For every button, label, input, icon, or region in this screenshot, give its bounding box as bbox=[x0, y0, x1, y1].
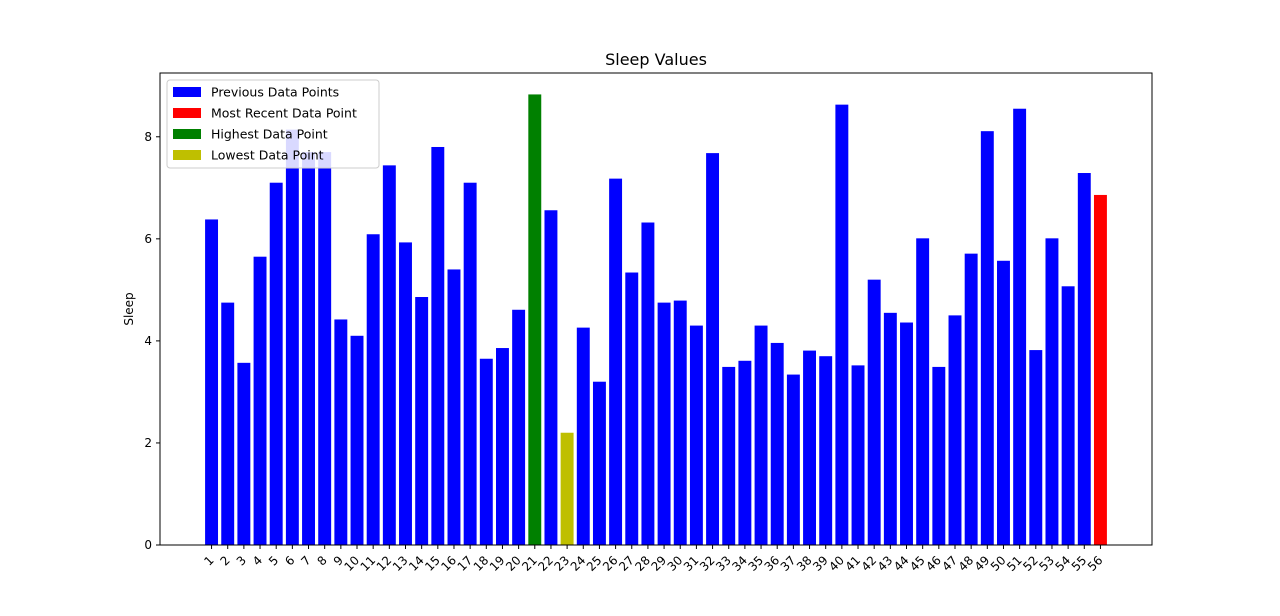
legend-swatch-recent bbox=[173, 108, 201, 118]
bar-52 bbox=[1029, 350, 1043, 545]
bar-1 bbox=[205, 219, 219, 545]
bar-4 bbox=[253, 256, 267, 545]
bar-28 bbox=[641, 222, 655, 545]
legend-label-previous: Previous Data Points bbox=[211, 85, 339, 100]
bar-29 bbox=[657, 302, 671, 545]
bar-12 bbox=[382, 165, 396, 546]
bar-23 bbox=[560, 432, 574, 545]
legend-label-lowest: Lowest Data Point bbox=[211, 148, 324, 163]
bar-17 bbox=[463, 182, 477, 545]
y-tick-label: 8 bbox=[144, 130, 152, 144]
bar-19 bbox=[496, 348, 509, 545]
bar-16 bbox=[447, 269, 461, 545]
bar-15 bbox=[431, 146, 445, 546]
bar-44 bbox=[900, 322, 913, 545]
legend-label-highest: Highest Data Point bbox=[211, 127, 328, 142]
bar-11 bbox=[366, 234, 380, 545]
bar-55 bbox=[1077, 173, 1091, 545]
plot-frame bbox=[159, 72, 1153, 546]
y-tick-label: 0 bbox=[144, 538, 152, 552]
chart-title: Sleep Values bbox=[605, 50, 707, 69]
y-tick-label: 6 bbox=[144, 232, 152, 246]
bar-2 bbox=[221, 302, 235, 545]
bar-21 bbox=[528, 94, 542, 546]
bar-50 bbox=[997, 260, 1010, 545]
bar-42 bbox=[867, 279, 881, 545]
bar-26 bbox=[609, 178, 623, 545]
legend-swatch-lowest bbox=[173, 150, 201, 160]
bar-32 bbox=[706, 153, 720, 546]
legend-swatch-highest bbox=[173, 129, 201, 139]
bar-18 bbox=[479, 358, 493, 545]
bar-54 bbox=[1061, 286, 1075, 545]
bar-45 bbox=[916, 238, 930, 545]
bar-48 bbox=[964, 253, 978, 545]
bar-36 bbox=[770, 342, 784, 545]
y-tick-label: 4 bbox=[144, 334, 152, 348]
bar-37 bbox=[786, 374, 800, 545]
bar-38 bbox=[803, 350, 816, 545]
y-tick-label: 2 bbox=[144, 436, 152, 450]
bar-24 bbox=[576, 327, 590, 545]
bar-43 bbox=[883, 312, 897, 545]
y-axis-label: Sleep bbox=[122, 292, 136, 325]
bar-34 bbox=[738, 360, 752, 545]
legend: Previous Data Points Most Recent Data Poi… bbox=[166, 79, 380, 169]
bar-49 bbox=[980, 131, 994, 546]
legend-swatch-previous bbox=[173, 87, 201, 97]
bar-25 bbox=[592, 381, 606, 545]
bar-6 bbox=[285, 129, 299, 545]
bars-layer bbox=[205, 94, 1107, 546]
bar-40 bbox=[835, 104, 849, 545]
bar-5 bbox=[269, 182, 283, 545]
bar-41 bbox=[851, 365, 865, 545]
bar-31 bbox=[689, 325, 703, 545]
bar-56 bbox=[1093, 194, 1107, 545]
bar-35 bbox=[754, 325, 768, 545]
bar-3 bbox=[237, 362, 251, 545]
bar-30 bbox=[673, 300, 687, 545]
bar-46 bbox=[932, 366, 946, 545]
bar-10 bbox=[350, 335, 364, 545]
bar-14 bbox=[415, 297, 429, 545]
bar-20 bbox=[512, 309, 526, 545]
bar-33 bbox=[722, 366, 736, 545]
bar-51 bbox=[1013, 108, 1027, 545]
bar-39 bbox=[819, 356, 833, 545]
bar-8 bbox=[318, 152, 332, 545]
bar-27 bbox=[625, 272, 639, 545]
legend-box bbox=[166, 79, 380, 169]
bar-13 bbox=[399, 242, 412, 545]
bar-7 bbox=[302, 152, 315, 545]
bar-9 bbox=[334, 319, 348, 545]
legend-label-recent: Most Recent Data Point bbox=[211, 106, 357, 121]
bar-53 bbox=[1045, 238, 1059, 545]
bar-47 bbox=[948, 315, 962, 545]
bar-22 bbox=[544, 210, 558, 545]
